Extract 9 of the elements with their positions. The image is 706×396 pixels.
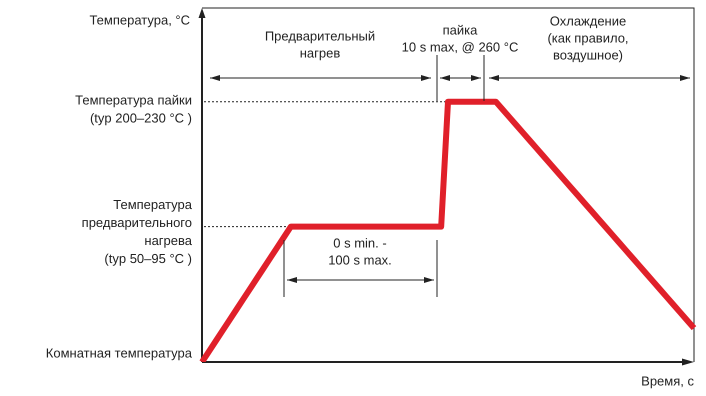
text: Предварительный нагрев xyxy=(264,28,376,61)
ref-line-label: Температура пайки (typ 200–230 °C ) xyxy=(75,92,192,126)
text: пайка 10 s max, @ 260 °C xyxy=(402,22,518,55)
x-axis-title: Время, с xyxy=(641,374,694,389)
ref-line-label: Температура предварительного нагрева (typ 50–95 °C ) xyxy=(82,197,193,266)
text: Комнатная температура xyxy=(46,346,193,361)
text: Охлаждение (как правило, воздушное) xyxy=(547,14,629,63)
annotation: 0 s min. - 100 s max. xyxy=(328,236,392,268)
text: Температура, °C xyxy=(89,12,190,28)
